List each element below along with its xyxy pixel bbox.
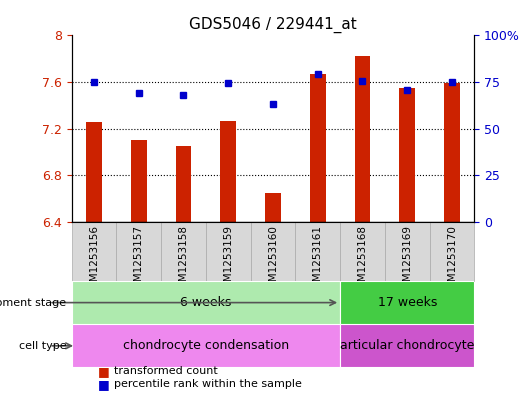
- Bar: [400, 88, 415, 222]
- Text: GSM1253160: GSM1253160: [268, 225, 278, 295]
- Text: articular chondrocyte: articular chondrocyte: [340, 339, 474, 353]
- Bar: [72, 281, 340, 324]
- Text: 6 weeks: 6 weeks: [180, 296, 232, 309]
- Bar: [340, 281, 474, 324]
- Bar: [175, 146, 191, 222]
- Text: GSM1253161: GSM1253161: [313, 225, 323, 295]
- Bar: [295, 222, 340, 281]
- Bar: [355, 56, 370, 222]
- Bar: [251, 222, 295, 281]
- Text: percentile rank within the sample: percentile rank within the sample: [114, 379, 302, 389]
- Bar: [116, 222, 161, 281]
- Text: cell type: cell type: [19, 341, 66, 351]
- Bar: [385, 222, 430, 281]
- Text: GSM1253158: GSM1253158: [179, 225, 189, 295]
- Bar: [86, 122, 102, 222]
- Bar: [220, 121, 236, 222]
- Text: chondrocyte condensation: chondrocyte condensation: [123, 339, 289, 353]
- Bar: [310, 74, 325, 222]
- Title: GDS5046 / 229441_at: GDS5046 / 229441_at: [189, 17, 357, 33]
- Text: GSM1253170: GSM1253170: [447, 225, 457, 295]
- Text: GSM1253169: GSM1253169: [402, 225, 412, 295]
- Bar: [72, 222, 116, 281]
- Text: development stage: development stage: [0, 298, 66, 308]
- Bar: [206, 222, 251, 281]
- Bar: [161, 222, 206, 281]
- Text: ■: ■: [98, 378, 114, 391]
- Bar: [444, 83, 460, 222]
- Text: GSM1253168: GSM1253168: [357, 225, 367, 295]
- Text: transformed count: transformed count: [114, 366, 218, 376]
- Text: GSM1253156: GSM1253156: [89, 225, 99, 295]
- Bar: [265, 193, 281, 222]
- Text: GSM1253157: GSM1253157: [134, 225, 144, 295]
- Text: 17 weeks: 17 weeks: [377, 296, 437, 309]
- Text: GSM1253159: GSM1253159: [223, 225, 233, 295]
- Bar: [72, 324, 340, 367]
- Bar: [340, 324, 474, 367]
- Bar: [131, 140, 146, 222]
- Bar: [340, 222, 385, 281]
- Bar: [430, 222, 474, 281]
- Text: ■: ■: [98, 365, 114, 378]
